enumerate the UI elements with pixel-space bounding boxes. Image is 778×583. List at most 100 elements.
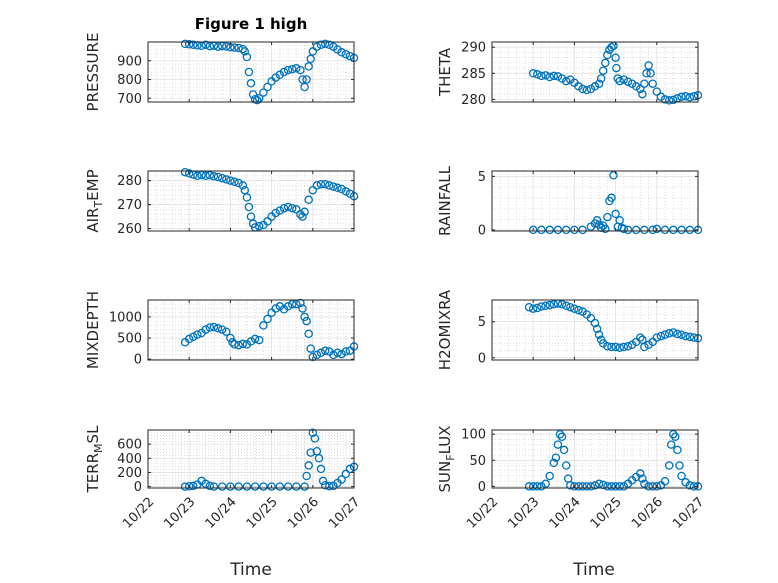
data-point bbox=[545, 72, 554, 82]
y-tick-label: 0 bbox=[134, 353, 142, 368]
data-point bbox=[541, 301, 550, 311]
data-point bbox=[329, 350, 338, 360]
x-axis-label-left: Time bbox=[229, 560, 272, 580]
data-point bbox=[250, 482, 260, 491]
data-point bbox=[528, 304, 538, 313]
series-air-temp bbox=[180, 167, 359, 232]
data-point bbox=[656, 331, 666, 341]
data-point bbox=[201, 325, 210, 334]
data-point bbox=[308, 352, 318, 362]
data-point bbox=[337, 475, 346, 484]
data-point bbox=[528, 482, 538, 491]
data-point bbox=[248, 90, 258, 99]
data-point bbox=[648, 79, 657, 88]
data-point bbox=[205, 171, 215, 180]
data-point bbox=[533, 303, 542, 313]
data-point bbox=[316, 179, 326, 189]
data-point bbox=[570, 482, 579, 491]
data-point bbox=[557, 300, 567, 309]
data-point bbox=[304, 62, 313, 71]
data-point bbox=[611, 342, 620, 352]
data-point bbox=[308, 185, 318, 195]
data-point bbox=[644, 61, 653, 70]
data-point bbox=[217, 173, 227, 183]
data-point bbox=[673, 329, 682, 339]
data-point bbox=[259, 482, 268, 491]
y-tick-label: 0 bbox=[478, 223, 486, 238]
plot-area bbox=[492, 171, 698, 231]
data-point bbox=[660, 476, 670, 486]
data-point bbox=[603, 482, 612, 491]
data-point bbox=[528, 69, 538, 78]
data-point bbox=[201, 479, 210, 489]
data-point bbox=[669, 328, 678, 337]
data-point bbox=[244, 202, 254, 212]
data-point bbox=[528, 225, 538, 235]
y-tick-label: 400 bbox=[117, 452, 142, 467]
y-axis-label: TERRMSL bbox=[84, 425, 105, 494]
data-point bbox=[302, 316, 311, 326]
y-axis-label: THETA bbox=[436, 47, 454, 97]
y-tick-label: 260 bbox=[117, 222, 142, 237]
data-point bbox=[640, 479, 649, 489]
y-tick-label: 700 bbox=[117, 92, 142, 107]
data-point bbox=[254, 221, 264, 231]
data-point bbox=[275, 206, 285, 215]
data-point bbox=[312, 181, 322, 190]
data-point bbox=[296, 65, 305, 75]
data-point bbox=[320, 179, 330, 189]
data-point bbox=[240, 47, 250, 56]
y-tick-label: 500 bbox=[117, 332, 142, 347]
data-point bbox=[318, 476, 328, 486]
series-rainfall bbox=[528, 171, 703, 235]
axes-box bbox=[491, 299, 699, 361]
data-point bbox=[537, 71, 546, 81]
data-point bbox=[283, 302, 293, 311]
data-point bbox=[238, 339, 248, 349]
axes-box bbox=[147, 299, 355, 361]
axes-box bbox=[147, 170, 355, 232]
data-point bbox=[283, 202, 293, 212]
y-tick-label: 0 bbox=[478, 480, 486, 495]
y-tick-label: 290 bbox=[461, 41, 486, 56]
data-point bbox=[254, 335, 264, 345]
data-point bbox=[582, 85, 592, 95]
data-point bbox=[242, 193, 252, 202]
data-point bbox=[557, 74, 567, 83]
data-point bbox=[609, 171, 618, 180]
data-point bbox=[242, 482, 252, 491]
data-point bbox=[561, 461, 571, 470]
data-point bbox=[611, 482, 620, 491]
data-point bbox=[613, 74, 622, 83]
data-point bbox=[673, 445, 682, 455]
data-point bbox=[553, 72, 563, 81]
data-point bbox=[607, 42, 616, 52]
data-point bbox=[184, 334, 194, 344]
data-point bbox=[310, 434, 320, 443]
plot-area bbox=[492, 42, 698, 102]
data-point bbox=[213, 172, 223, 182]
data-point bbox=[660, 225, 670, 235]
subplot-rainfall: 0 5 RAINFALL bbox=[436, 165, 703, 238]
data-point bbox=[209, 482, 219, 491]
data-point bbox=[205, 323, 215, 332]
data-point bbox=[549, 458, 559, 468]
data-point bbox=[287, 203, 297, 213]
data-point bbox=[333, 183, 342, 193]
data-point bbox=[287, 64, 297, 74]
data-point bbox=[302, 75, 311, 84]
data-point bbox=[252, 95, 262, 105]
data-point bbox=[545, 225, 554, 235]
axes-box bbox=[147, 429, 355, 489]
data-point bbox=[524, 302, 534, 312]
data-point bbox=[574, 305, 583, 315]
y-tick-label: 285 bbox=[461, 67, 486, 82]
data-point bbox=[615, 343, 624, 352]
data-point bbox=[619, 482, 629, 491]
data-point bbox=[590, 481, 600, 490]
data-point bbox=[209, 322, 219, 332]
data-point bbox=[631, 225, 641, 235]
data-point bbox=[259, 88, 268, 97]
data-point bbox=[234, 43, 243, 53]
data-point bbox=[306, 448, 315, 457]
